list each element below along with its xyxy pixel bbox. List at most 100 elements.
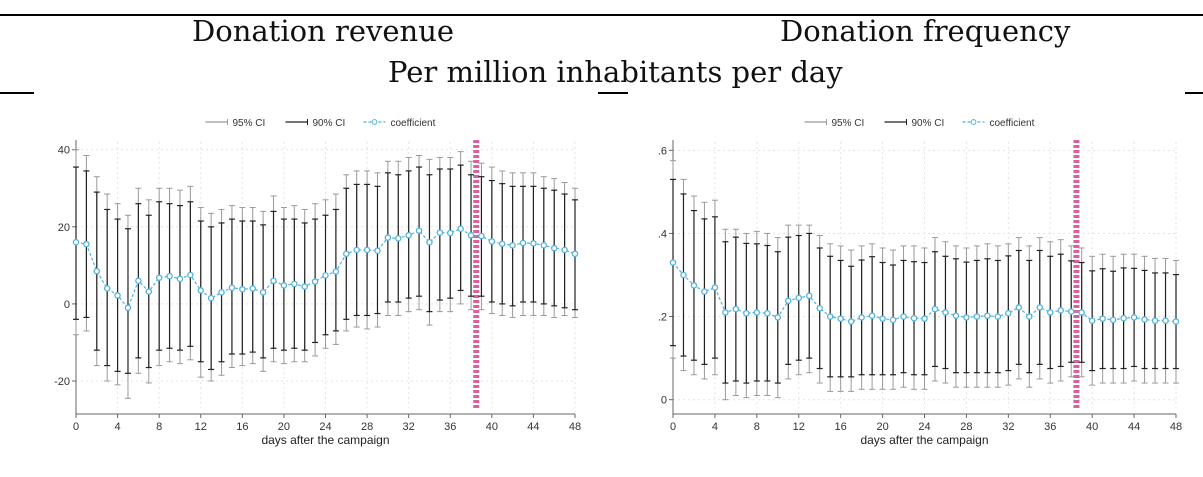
coefficient-point — [1088, 317, 1096, 324]
coefficient-point — [301, 283, 308, 290]
x-axis-label: days after the campaign — [261, 433, 389, 447]
x-tick-label: 0 — [73, 421, 79, 433]
coefficient-point — [889, 316, 897, 324]
coefficient-point — [166, 272, 173, 280]
bottom-rule-right — [1185, 92, 1203, 94]
coefficient-point — [311, 278, 319, 285]
coefficient-point — [963, 314, 970, 321]
coefficient-point — [228, 284, 236, 291]
coefficient-point — [785, 297, 792, 305]
coefficient-point — [764, 309, 771, 317]
coefficient-point — [1099, 315, 1106, 322]
coefficient-point — [952, 312, 960, 319]
coefficient-point — [795, 294, 802, 302]
coefficient-point — [1109, 316, 1117, 324]
coefficient-point — [426, 238, 433, 246]
right-panel-title: Donation frequency — [780, 14, 1071, 48]
coefficient-point — [680, 271, 687, 279]
coefficient-point — [1172, 318, 1180, 325]
coefficient-point — [239, 286, 246, 293]
coefficient-point — [837, 315, 844, 322]
y-tick-label: .4 — [658, 228, 667, 240]
coefficient-point — [187, 271, 194, 279]
coefficient-point — [363, 246, 371, 254]
coefficient-point — [291, 280, 298, 288]
x-axis-label: days after the campaign — [860, 433, 988, 447]
coefficient-point — [942, 309, 949, 316]
coefficient-point — [774, 314, 782, 321]
y-tick-label: 20 — [58, 222, 70, 234]
y-tick-label: 40 — [58, 145, 70, 157]
coefficient-point — [826, 313, 834, 320]
coefficient-point — [93, 267, 101, 275]
coefficient-point — [1162, 317, 1169, 324]
coefficient-point — [103, 285, 111, 292]
coefficient-point — [868, 312, 876, 319]
legend-coef-label: coefficient — [391, 118, 436, 129]
top-rule — [0, 14, 1203, 16]
coefficient-point — [1005, 309, 1012, 317]
coefficient-point — [249, 285, 256, 292]
coefficient-point — [498, 240, 506, 248]
coefficient-point — [145, 288, 153, 295]
left-panel-title: Donation revenue — [192, 14, 455, 48]
coefficient-point — [530, 240, 537, 247]
coefficient-point — [478, 232, 485, 240]
legend-ci90-label: 90% CI — [912, 118, 945, 129]
bottom-rule-left — [0, 92, 34, 94]
x-tick-label: 0 — [670, 421, 676, 433]
coefficient-point — [571, 250, 579, 258]
x-tick-label: 48 — [569, 421, 581, 433]
y-tick-label: .6 — [658, 145, 667, 157]
coefficient-point — [1067, 308, 1075, 315]
coefficient-point — [931, 305, 939, 313]
coefficient-point — [415, 227, 423, 234]
coefficient-point — [155, 274, 163, 281]
y-tick-label: .2 — [658, 312, 667, 324]
coefficient-point — [374, 247, 381, 254]
legend-ci90-label: 90% CI — [313, 118, 346, 129]
x-tick-label: 48 — [1170, 421, 1182, 433]
coefficient-point — [1130, 314, 1138, 321]
coefficient-point — [343, 250, 350, 258]
coefficient-point — [753, 309, 761, 316]
legend-ci95-label: 95% CI — [832, 118, 865, 129]
coefficient-point — [1046, 309, 1054, 316]
x-tick-label: 36 — [444, 421, 456, 433]
coefficient-point — [1120, 314, 1127, 322]
coefficient-point — [1141, 316, 1148, 323]
coefficient-point — [384, 234, 392, 241]
legend-coef-marker — [970, 119, 977, 125]
coefficient-point — [395, 235, 402, 242]
coefficient-point — [197, 287, 204, 294]
x-tick-label: 24 — [918, 421, 930, 433]
coefficient-point — [405, 232, 412, 239]
coefficient-point — [921, 315, 928, 322]
x-tick-label: 4 — [712, 421, 718, 433]
coefficient-point — [816, 304, 823, 312]
x-tick-label: 44 — [1128, 421, 1140, 433]
coefficient-point — [743, 309, 750, 317]
coefficient-point — [332, 268, 340, 275]
coefficient-point — [805, 292, 813, 300]
y-tick-label: -20 — [54, 376, 70, 388]
coefficient-point — [446, 229, 454, 237]
x-tick-label: 28 — [361, 421, 373, 433]
coefficient-point — [114, 292, 121, 299]
coefficient-point — [322, 272, 329, 279]
legend-ci95-label: 95% CI — [233, 118, 266, 129]
coefficient-point — [994, 313, 1002, 320]
coefficient-point — [509, 242, 516, 249]
coefficient-point — [436, 229, 444, 236]
x-tick-label: 28 — [960, 421, 972, 433]
x-tick-label: 8 — [754, 421, 760, 433]
figure-subtitle: Per million inhabitants per day — [388, 55, 843, 89]
coefficient-point — [732, 305, 740, 313]
bottom-rule-mid — [598, 92, 628, 94]
coefficient-point — [910, 314, 918, 322]
coefficient-point — [1078, 309, 1085, 316]
coefficient-point — [879, 315, 886, 322]
coefficient-point — [135, 277, 142, 285]
